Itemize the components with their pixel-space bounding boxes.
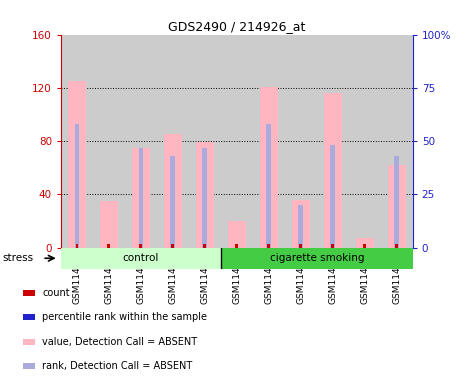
Bar bbox=[330, 146, 335, 248]
Bar bbox=[395, 244, 398, 248]
Text: control: control bbox=[123, 253, 159, 263]
Bar bbox=[164, 134, 182, 248]
Bar bbox=[221, 248, 413, 269]
Bar bbox=[298, 205, 303, 248]
Bar bbox=[253, 35, 285, 248]
Text: cigarette smoking: cigarette smoking bbox=[270, 253, 364, 263]
Bar bbox=[196, 142, 214, 248]
Bar bbox=[394, 156, 399, 248]
Text: stress: stress bbox=[2, 253, 33, 263]
Bar bbox=[285, 35, 317, 248]
Bar bbox=[221, 35, 253, 248]
Bar bbox=[68, 81, 86, 248]
Text: rank, Detection Call = ABSENT: rank, Detection Call = ABSENT bbox=[42, 361, 192, 371]
Bar bbox=[356, 238, 373, 248]
Bar bbox=[324, 93, 341, 248]
Bar bbox=[23, 290, 35, 296]
Bar bbox=[23, 339, 35, 345]
Text: value, Detection Call = ABSENT: value, Detection Call = ABSENT bbox=[42, 337, 197, 347]
Bar bbox=[76, 244, 78, 248]
Bar bbox=[171, 156, 175, 248]
Bar bbox=[107, 244, 110, 248]
Title: GDS2490 / 214926_at: GDS2490 / 214926_at bbox=[168, 20, 305, 33]
Bar bbox=[61, 35, 93, 248]
Bar bbox=[132, 148, 150, 248]
Bar bbox=[139, 244, 143, 248]
Bar bbox=[93, 35, 125, 248]
Bar bbox=[23, 314, 35, 320]
Bar bbox=[331, 244, 334, 248]
Bar bbox=[317, 35, 349, 248]
Bar bbox=[267, 244, 270, 248]
Text: percentile rank within the sample: percentile rank within the sample bbox=[42, 312, 207, 322]
Bar bbox=[299, 244, 302, 248]
Bar bbox=[266, 124, 271, 248]
Bar bbox=[204, 244, 206, 248]
Bar bbox=[75, 124, 79, 248]
Bar bbox=[235, 244, 238, 248]
Bar bbox=[381, 35, 413, 248]
Bar bbox=[292, 200, 310, 248]
Bar bbox=[203, 147, 207, 248]
Bar bbox=[157, 35, 189, 248]
Bar bbox=[260, 86, 278, 248]
Bar bbox=[388, 165, 406, 248]
Text: count: count bbox=[42, 288, 70, 298]
Bar bbox=[100, 201, 118, 248]
Bar bbox=[23, 363, 35, 369]
Bar bbox=[189, 35, 221, 248]
Bar bbox=[138, 147, 144, 248]
Bar bbox=[172, 244, 174, 248]
Bar bbox=[349, 35, 381, 248]
Bar bbox=[61, 248, 221, 269]
Bar bbox=[363, 244, 366, 248]
Bar bbox=[125, 35, 157, 248]
Bar bbox=[228, 221, 246, 248]
